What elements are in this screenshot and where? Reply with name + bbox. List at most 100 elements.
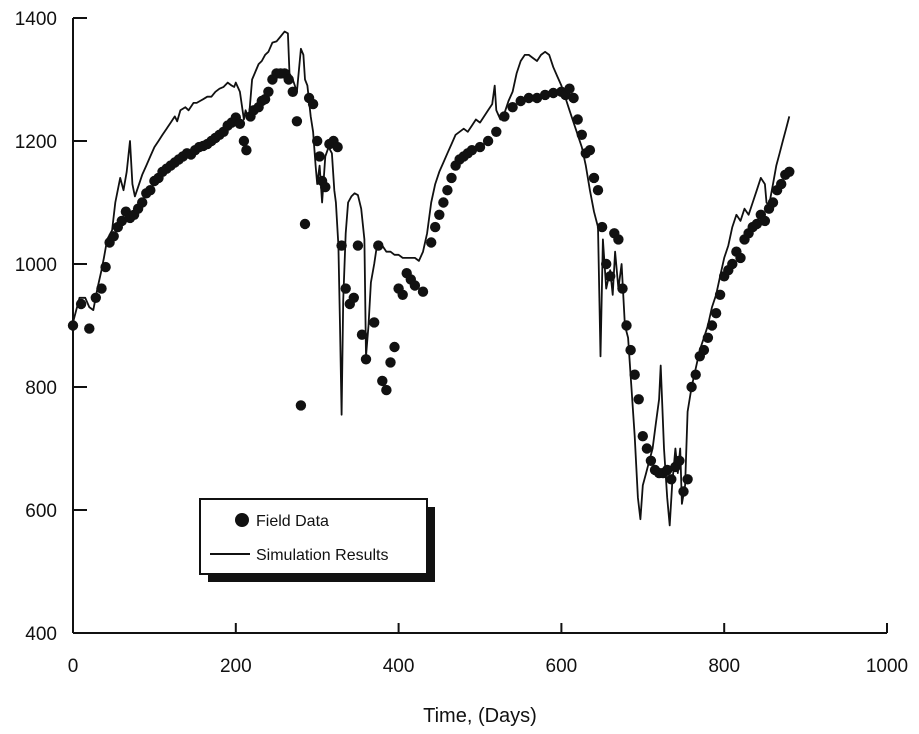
x-tick-label: 200 <box>220 656 252 677</box>
field-data-point <box>336 240 347 251</box>
field-data-point <box>90 292 102 303</box>
field-data-point <box>633 394 644 405</box>
field-data-point <box>234 118 246 129</box>
field-data-point <box>592 185 604 196</box>
field-data-point <box>417 286 429 297</box>
field-data-point <box>678 486 689 497</box>
field-data-point <box>645 455 657 466</box>
axes: 0 200 400 600 800 1000 400 600 800 1000 1200 1400 <box>15 9 908 677</box>
y-tick-label: 1200 <box>15 132 57 153</box>
field-data-point <box>397 289 408 300</box>
field-data-point <box>686 381 697 393</box>
field-data-point <box>548 87 559 99</box>
y-tick-label: 600 <box>25 501 57 522</box>
field-data-point <box>641 443 653 454</box>
field-data-point <box>356 329 368 340</box>
field-data-point <box>714 289 726 300</box>
field-data-point <box>584 145 596 156</box>
field-data-point <box>531 92 543 104</box>
field-data-point <box>84 323 95 334</box>
field-data-point <box>706 320 718 331</box>
field-data-point <box>662 464 673 476</box>
field-data-point <box>377 375 388 387</box>
field-data-point <box>373 240 384 251</box>
field-data-point <box>116 215 128 227</box>
field-data-point <box>751 218 762 230</box>
field-data-point <box>381 384 392 396</box>
field-data-point <box>621 320 632 331</box>
field-data-point <box>238 135 250 147</box>
field-data-point <box>605 271 616 282</box>
field-data-point <box>75 298 87 310</box>
field-data-point <box>572 114 583 125</box>
field-data-point <box>389 341 400 353</box>
field-data-point <box>727 258 738 270</box>
x-tick-label: 800 <box>708 656 740 677</box>
legend-label-simulation: Simulation Results <box>256 547 389 564</box>
field-data-point <box>666 474 677 485</box>
field-data-point <box>601 258 612 270</box>
field-data-point <box>776 178 787 190</box>
field-data-point <box>629 369 640 380</box>
field-data-point <box>515 95 526 107</box>
field-data-point <box>735 252 746 264</box>
y-tick-label: 400 <box>25 624 57 645</box>
field-data-point <box>312 135 323 147</box>
field-data-point <box>434 209 445 220</box>
field-data-point <box>241 145 252 156</box>
legend-box <box>199 498 428 575</box>
field-data-point <box>507 102 518 113</box>
field-data-point <box>100 261 111 273</box>
field-data-point <box>576 129 587 140</box>
field-data-point <box>263 86 274 98</box>
field-data-point <box>67 320 79 331</box>
x-tick-label: 600 <box>546 656 578 677</box>
field-data-point <box>767 197 779 208</box>
x-tick-label: 400 <box>383 656 415 677</box>
field-data-point <box>682 474 693 485</box>
field-data-point <box>320 181 331 193</box>
field-data-point <box>596 221 608 233</box>
field-data-point <box>588 172 600 184</box>
field-data-point <box>474 141 486 153</box>
field-data-point <box>96 283 107 294</box>
field-data-point <box>430 221 441 233</box>
field-data-point <box>409 280 421 291</box>
field-data-point <box>446 172 457 184</box>
x-tick-label: 0 <box>68 656 79 677</box>
field-data-point <box>482 135 494 147</box>
field-data-point <box>564 83 575 94</box>
field-data-point <box>784 166 795 177</box>
field-data-point <box>314 151 325 162</box>
field-data-point <box>287 86 298 98</box>
field-data-point <box>617 283 628 294</box>
x-axis-title: Time, (Days) <box>423 705 537 727</box>
field-data-point <box>340 283 351 294</box>
x-tick-label: 1000 <box>866 656 908 677</box>
field-data-point <box>759 215 771 227</box>
y-tick-label: 1400 <box>15 9 57 30</box>
field-data-point <box>369 317 380 328</box>
field-data-point <box>426 237 437 248</box>
field-data-point <box>283 74 294 85</box>
field-data-point <box>352 240 364 251</box>
field-data-point <box>466 145 478 156</box>
field-data-point <box>307 98 319 110</box>
simulation-series <box>72 30 791 527</box>
field-data-point <box>613 234 624 245</box>
field-data-point <box>442 185 453 196</box>
field-data-point <box>137 197 148 208</box>
field-data-point <box>438 197 449 208</box>
field-data-point <box>625 344 636 356</box>
simulation-line <box>72 30 791 527</box>
field-data-point <box>499 111 510 122</box>
legend-label-field-data: Field Data <box>256 513 329 530</box>
field-data-point <box>702 332 714 343</box>
field-data-point <box>360 354 372 365</box>
field-data-series <box>67 68 795 497</box>
field-data-point <box>698 344 710 356</box>
legend: Field Data Simulation Results <box>199 498 435 582</box>
field-data-point <box>690 369 701 380</box>
